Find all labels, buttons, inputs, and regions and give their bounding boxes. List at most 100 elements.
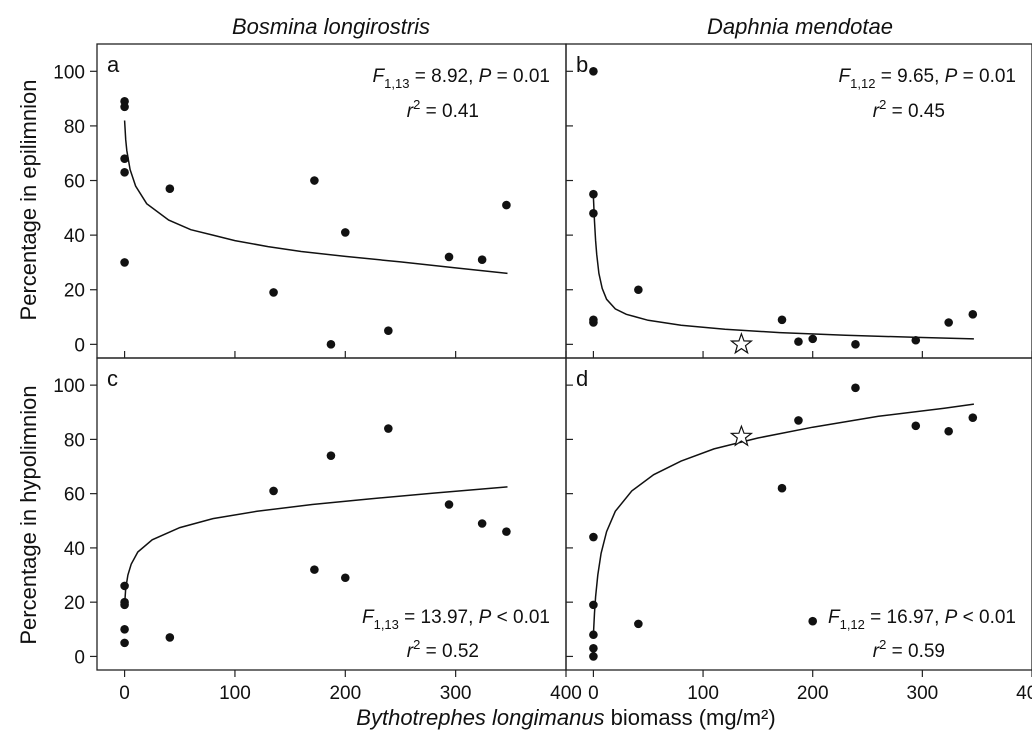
y-tick-label: 20 [64, 281, 85, 302]
panel-b: b F1,12 = 9.65, P = 0.01 r2 = 0.45 [565, 43, 1032, 359]
data-point [634, 619, 643, 629]
data-point [477, 255, 487, 265]
data-point [269, 288, 278, 297]
stats-line-r2: r2 = 0.45 [873, 97, 945, 122]
data-point [384, 326, 393, 335]
stats-line-r2: r2 = 0.59 [873, 637, 945, 662]
y-tick-label: 20 [64, 593, 85, 614]
data-point [634, 285, 643, 295]
y-axis-label-bottom: Percentage in hypolimnion [16, 385, 41, 644]
data-point [911, 335, 921, 345]
panel-frame [96, 43, 567, 359]
x-tick-label: 100 [219, 683, 251, 704]
data-point [326, 340, 336, 349]
data-point [589, 643, 598, 653]
data-point [502, 527, 511, 536]
x-tick-label: 200 [329, 683, 361, 704]
column-title-left: Bosmina longirostris [232, 14, 430, 39]
fit-curve [123, 486, 508, 605]
y-tick-label: 40 [64, 539, 85, 560]
fit-curve [592, 196, 974, 340]
x-tick-label: 400 [1016, 683, 1032, 704]
data-point [589, 67, 598, 76]
x-tick-label: 200 [797, 683, 829, 704]
data-point [120, 638, 129, 648]
x-tick-label: 400 [550, 683, 582, 704]
data-point [851, 340, 860, 349]
panel-label: c [107, 366, 118, 391]
data-point [851, 383, 860, 393]
y-tick-label: 40 [64, 226, 85, 247]
data-point [120, 581, 129, 591]
y-axis-label-top: Percentage in epilimnion [16, 80, 41, 321]
stats-line-r2: r2 = 0.52 [407, 637, 479, 662]
x-axis-label-species: Bythotrephes longimanus [356, 705, 604, 730]
data-point [808, 616, 818, 626]
y-tick-label: 100 [53, 62, 85, 83]
data-point [777, 315, 787, 325]
data-point [911, 421, 921, 431]
y-tick-label: 0 [74, 647, 85, 668]
data-point [589, 318, 598, 327]
star-marker [729, 424, 754, 447]
chart-panels: 0 20 40 60 80 100 a F1,13 = 8.92, P = 0.01 r2 = … [53, 43, 1032, 704]
panel-d: 0 100 200 300 400 d F1,12 = 16.97, P < 0.01 r2 … [565, 357, 1032, 704]
x-tick-label: 0 [588, 683, 599, 704]
data-point [269, 486, 278, 496]
data-point [502, 200, 511, 210]
data-point [120, 154, 129, 163]
fit-curve [123, 120, 508, 275]
data-point [944, 426, 953, 436]
data-point [589, 532, 598, 542]
panel-label: a [107, 52, 120, 77]
data-point [310, 176, 319, 185]
data-point [968, 413, 978, 422]
data-point [120, 102, 129, 112]
y-tick-label: 0 [74, 335, 85, 356]
data-point [120, 168, 129, 177]
x-axis-label-units: biomass (mg/m²) [605, 705, 776, 730]
data-point [165, 184, 175, 194]
stats-line-f: F1,13 = 13.97, P < 0.01 [362, 607, 550, 632]
data-point [589, 189, 598, 199]
y-tick-label: 60 [64, 485, 85, 506]
x-axis-label: Bythotrephes longimanus biomass (mg/m²) [356, 705, 775, 730]
star-marker [729, 332, 754, 355]
data-point [165, 633, 175, 642]
column-title-right: Daphnia mendotae [707, 14, 893, 39]
stats-line-f: F1,12 = 9.65, P = 0.01 [839, 66, 1016, 91]
data-point [808, 334, 818, 344]
data-point [340, 228, 350, 237]
data-point [120, 258, 129, 267]
stats-line-f: F1,12 = 16.97, P < 0.01 [828, 607, 1016, 632]
data-point [968, 310, 978, 319]
data-point [444, 252, 454, 262]
panel-c: 0 20 40 60 80 100 0 100 200 300 400 c F1,13 = 13.97,… [53, 357, 582, 704]
data-point [589, 208, 598, 218]
fit-curve [592, 403, 975, 635]
data-point [340, 573, 350, 583]
panel-label: b [576, 52, 588, 77]
data-point [589, 652, 598, 661]
data-point [777, 483, 787, 493]
panel-a: 0 20 40 60 80 100 a F1,13 = 8.92, P = 0.01 r2 = … [53, 43, 567, 359]
y-tick-label: 80 [64, 117, 85, 138]
x-tick-label: 300 [440, 683, 472, 704]
data-point [589, 630, 598, 640]
data-point [944, 318, 953, 327]
panel-label: d [576, 366, 588, 391]
panel-frame [565, 43, 1032, 359]
data-point [384, 424, 393, 433]
data-point [444, 500, 454, 509]
y-tick-label: 100 [53, 376, 85, 397]
x-tick-label: 300 [907, 683, 939, 704]
stats-line-r2: r2 = 0.41 [407, 97, 479, 122]
data-point [310, 565, 319, 574]
y-tick-label: 80 [64, 430, 85, 451]
data-point [794, 337, 803, 346]
data-point [589, 600, 598, 610]
data-point [120, 600, 129, 610]
data-point [326, 451, 336, 460]
panel-frame [565, 357, 1032, 671]
